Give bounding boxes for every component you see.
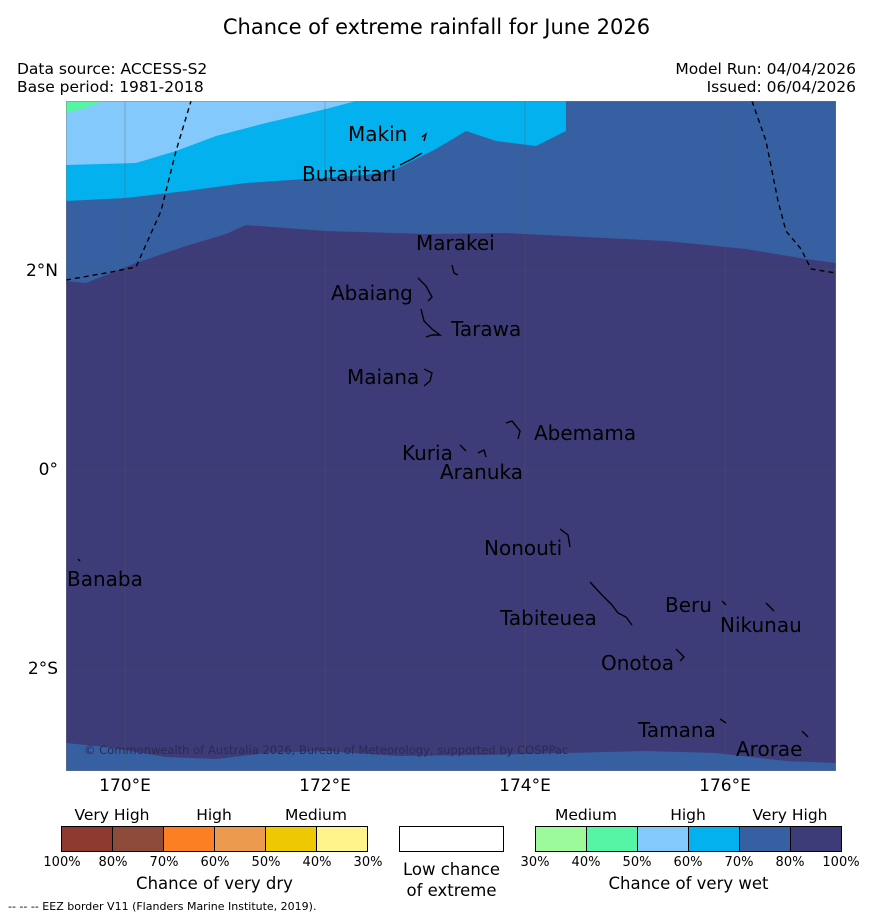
wet-category-medium: Medium bbox=[555, 806, 617, 824]
wet-50-region bbox=[66, 101, 356, 165]
lat-label-2n: 2°N bbox=[25, 261, 58, 281]
place-label-tamana: Tamana bbox=[637, 718, 716, 742]
base-period: Base period: 1981-2018 bbox=[17, 78, 204, 96]
dry-swatch-40-30 bbox=[317, 827, 367, 851]
island-outlines bbox=[77, 132, 809, 738]
meta-left: Data source: ACCESS-S2 Base period: 1981… bbox=[17, 60, 207, 96]
dry-tick-60: 60% bbox=[200, 855, 230, 870]
wet-tick-80: 80% bbox=[775, 855, 805, 870]
neutral-legend-title: Low chance of extreme bbox=[380, 859, 523, 901]
wet-tick-70: 70% bbox=[724, 855, 754, 870]
dry-tick-50: 50% bbox=[251, 855, 281, 870]
wet-tick-40: 40% bbox=[571, 855, 601, 870]
wet-category-very-high: Very High bbox=[752, 806, 828, 824]
lon-label-176e: 176°E bbox=[699, 776, 751, 796]
dry-swatch-50-40 bbox=[266, 827, 317, 851]
place-label-abaiang: Abaiang bbox=[331, 281, 413, 305]
wet-colorbar bbox=[535, 826, 842, 852]
data-source: Data source: ACCESS-S2 bbox=[17, 60, 208, 78]
eez-footnote: -- -- -- EEZ border V11 (Flanders Marine… bbox=[8, 900, 317, 913]
wet-70-region-bottom bbox=[66, 743, 836, 771]
lon-label-174e: 174°E bbox=[499, 776, 551, 796]
place-label-nikunau: Nikunau bbox=[720, 613, 802, 637]
dry-tick-30: 30% bbox=[353, 855, 383, 870]
place-label-abemama: Abemama bbox=[534, 421, 636, 445]
meta-right: Model Run: 04/04/2026 Issued: 06/04/2026 bbox=[675, 60, 856, 96]
place-label-banaba: Banaba bbox=[67, 567, 143, 591]
dry-tick-40: 40% bbox=[302, 855, 332, 870]
neutral-line-2: of extreme bbox=[406, 881, 497, 900]
wet-tick-60: 60% bbox=[673, 855, 703, 870]
wet-tick-30: 30% bbox=[520, 855, 550, 870]
dry-legend-title: Chance of very dry bbox=[136, 874, 293, 893]
dry-category-medium: Medium bbox=[285, 806, 347, 824]
dry-colorbar bbox=[61, 826, 368, 852]
lon-label-170e: 170°E bbox=[99, 776, 151, 796]
place-label-maiana: Maiana bbox=[347, 365, 419, 389]
place-label-marakei: Marakei bbox=[416, 231, 495, 255]
wet-swatch-60-70 bbox=[689, 827, 740, 851]
copyright-notice: © Commonwealth of Australia 2026, Bureau… bbox=[84, 743, 568, 757]
issued-date: Issued: 06/04/2026 bbox=[706, 78, 856, 96]
wet-40-region bbox=[66, 101, 104, 113]
gridlines bbox=[66, 101, 836, 771]
neutral-swatch bbox=[399, 826, 504, 852]
place-label-makin: Makin bbox=[348, 122, 407, 146]
wet-swatch-30-40 bbox=[536, 827, 587, 851]
dry-tick-70: 70% bbox=[149, 855, 179, 870]
lon-label-172e: 172°E bbox=[299, 776, 351, 796]
place-label-kuria: Kuria bbox=[402, 441, 453, 465]
dry-category-very-high: Very High bbox=[74, 806, 150, 824]
wet-60-region bbox=[66, 101, 836, 201]
wet-legend-title: Chance of very wet bbox=[608, 874, 769, 893]
wet-swatch-40-50 bbox=[587, 827, 638, 851]
lat-label-0: 0° bbox=[38, 460, 58, 480]
dry-swatch-60-50 bbox=[215, 827, 266, 851]
eez-border bbox=[66, 101, 836, 281]
place-label-tabiteuea: Tabiteuea bbox=[499, 606, 597, 630]
dry-tick-100: 100% bbox=[43, 855, 81, 870]
dry-swatch-100-80 bbox=[62, 827, 113, 851]
wet-swatch-80-100 bbox=[791, 827, 841, 851]
dry-tick-80: 80% bbox=[98, 855, 128, 870]
neutral-line-1: Low chance bbox=[402, 860, 501, 879]
place-label-nonouti: Nonouti bbox=[484, 536, 562, 560]
wet-swatch-70-80 bbox=[740, 827, 791, 851]
rainfall-map: Makin Butaritari Marakei Abaiang Tarawa … bbox=[66, 101, 836, 771]
lat-label-2s: 2°S bbox=[27, 659, 58, 679]
wet-tick-50: 50% bbox=[622, 855, 652, 870]
place-label-tarawa: Tarawa bbox=[450, 317, 521, 341]
dry-swatch-70-60 bbox=[164, 827, 215, 851]
place-label-aranuka: Aranuka bbox=[440, 460, 523, 484]
place-label-butaritari: Butaritari bbox=[302, 162, 396, 186]
wet-tick-100: 100% bbox=[822, 855, 860, 870]
place-label-arorae: Arorae bbox=[736, 737, 802, 761]
place-label-onotoa: Onotoa bbox=[601, 651, 674, 675]
chart-title: Chance of extreme rainfall for June 2026 bbox=[222, 15, 651, 39]
wet-category-high: High bbox=[670, 806, 706, 824]
wet-swatch-50-60 bbox=[638, 827, 689, 851]
place-label-beru: Beru bbox=[665, 593, 712, 617]
dry-swatch-80-70 bbox=[113, 827, 164, 851]
model-run: Model Run: 04/04/2026 bbox=[675, 60, 856, 78]
dry-category-high: High bbox=[196, 806, 232, 824]
